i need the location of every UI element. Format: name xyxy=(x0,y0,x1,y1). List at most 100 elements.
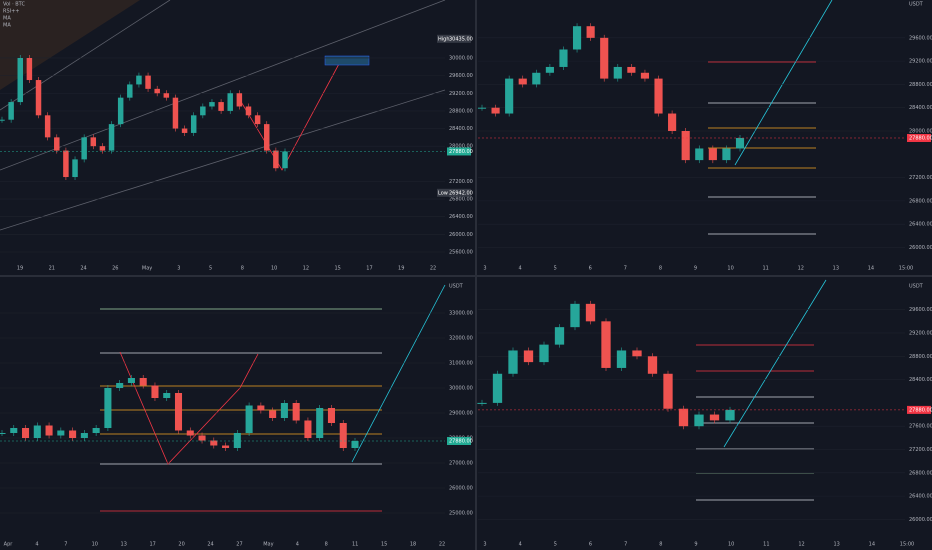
x-tick-label: May xyxy=(142,266,152,272)
x-tick-label: 6 xyxy=(589,542,592,548)
candle xyxy=(572,26,582,50)
candle xyxy=(45,425,53,436)
x-tick-label: 17 xyxy=(366,266,372,272)
y-tick-label: 29000.00 xyxy=(449,411,473,417)
y-tick-label: 28400.00 xyxy=(909,377,932,383)
candle xyxy=(654,78,663,114)
x-tick-label: 12 xyxy=(303,266,309,272)
x-tick-label: 22 xyxy=(430,266,436,272)
y-tick-label: 26000.00 xyxy=(909,245,932,251)
candle xyxy=(0,433,6,434)
candle xyxy=(245,106,252,116)
price-label: 26942.00 xyxy=(449,190,473,196)
candle xyxy=(539,344,549,363)
candle xyxy=(163,93,170,98)
y-tick-label: 26000.00 xyxy=(449,486,473,492)
y-tick-label: 26800.00 xyxy=(909,198,932,204)
x-tick-label: 22 xyxy=(439,542,445,548)
price-label: 27880.00 xyxy=(449,149,473,155)
candle xyxy=(210,440,218,446)
candle xyxy=(233,433,241,448)
price-label: 27880.00 xyxy=(909,407,932,413)
x-tick-label: 26 xyxy=(112,266,118,272)
candle xyxy=(222,445,230,448)
candle xyxy=(245,405,253,433)
x-tick-label: 9 xyxy=(694,542,697,548)
price-tag-label: High xyxy=(438,36,450,42)
candle xyxy=(316,408,324,438)
candle xyxy=(200,106,206,116)
x-tick-label: 3 xyxy=(177,266,180,272)
y-tick-label: 28800.00 xyxy=(909,354,932,360)
candle xyxy=(163,393,171,398)
x-tick-label: 17 xyxy=(149,542,155,548)
y-tick-label: 26800.00 xyxy=(449,197,473,203)
candle xyxy=(227,93,233,111)
x-tick-label: 4 xyxy=(35,542,38,548)
candle xyxy=(518,78,527,85)
candle xyxy=(108,124,115,151)
candle xyxy=(678,408,689,427)
y-tick-label: 30000.00 xyxy=(449,55,473,61)
candle xyxy=(709,414,720,421)
x-tick-label: 7 xyxy=(624,542,627,548)
candle xyxy=(63,150,69,178)
candle xyxy=(647,356,658,374)
candle xyxy=(35,80,42,116)
x-tick-label: 15 xyxy=(335,266,341,272)
x-tick-label: 15 xyxy=(381,542,387,548)
price-label: 30435.00 xyxy=(449,36,473,42)
candle xyxy=(116,383,124,388)
x-tick-label: 4 xyxy=(296,542,299,548)
x-tick-label: 10 xyxy=(92,542,98,548)
candle xyxy=(209,102,215,107)
candle xyxy=(477,107,487,109)
candle xyxy=(54,137,60,151)
candle xyxy=(477,402,487,404)
channel-line xyxy=(0,0,171,111)
x-tick-label: 15:00 xyxy=(899,266,913,272)
x-tick-label: 5 xyxy=(209,266,212,272)
x-tick-label: 4 xyxy=(518,266,521,272)
candle xyxy=(681,131,690,161)
candle xyxy=(181,128,188,133)
candle xyxy=(90,137,97,147)
candle xyxy=(254,115,261,125)
x-tick-label: 3 xyxy=(483,542,486,548)
candle xyxy=(172,97,179,129)
candle xyxy=(264,124,270,151)
y-tick-label: 28000.00 xyxy=(909,129,932,135)
x-tick-label: 9 xyxy=(694,266,697,272)
candle xyxy=(735,137,745,149)
candle xyxy=(554,327,565,345)
price-tag xyxy=(447,188,471,197)
candle xyxy=(154,88,160,94)
candle xyxy=(559,49,568,67)
candle xyxy=(586,26,595,38)
candle xyxy=(570,303,580,328)
candle xyxy=(292,403,300,421)
candle xyxy=(282,151,288,169)
candle xyxy=(22,428,30,438)
candle xyxy=(508,350,518,374)
candle xyxy=(72,159,78,178)
candle xyxy=(26,57,33,81)
price-tag xyxy=(447,147,471,156)
trend-line xyxy=(734,0,833,166)
candle xyxy=(273,150,279,169)
x-tick-label: 7 xyxy=(64,542,67,548)
candle xyxy=(505,78,514,114)
candle xyxy=(117,97,124,125)
x-tick-label: 13 xyxy=(833,266,839,272)
x-tick-label: 24 xyxy=(80,266,86,272)
candle xyxy=(69,430,77,438)
channel-line xyxy=(0,0,446,171)
x-tick-label: 14 xyxy=(868,266,874,272)
candle xyxy=(722,148,731,161)
zone xyxy=(0,0,140,90)
price-tag xyxy=(907,133,931,142)
legend-item: MA xyxy=(3,23,11,29)
candle xyxy=(127,378,135,383)
x-tick-label: 5 xyxy=(554,266,557,272)
